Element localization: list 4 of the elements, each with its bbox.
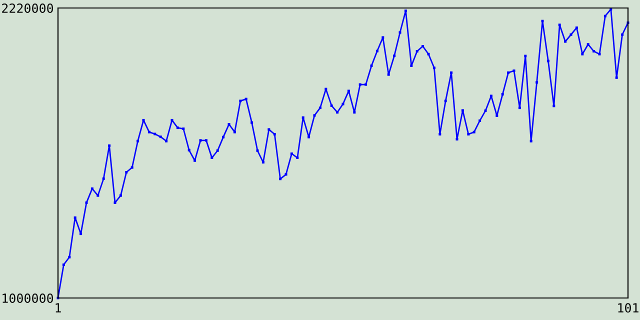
x-tick-label: 1 xyxy=(56,303,61,312)
x-tick-label: 101 xyxy=(618,303,638,313)
y-tick-label: 1000000 xyxy=(2,294,54,303)
y-tick-label: 2220000 xyxy=(2,4,54,13)
